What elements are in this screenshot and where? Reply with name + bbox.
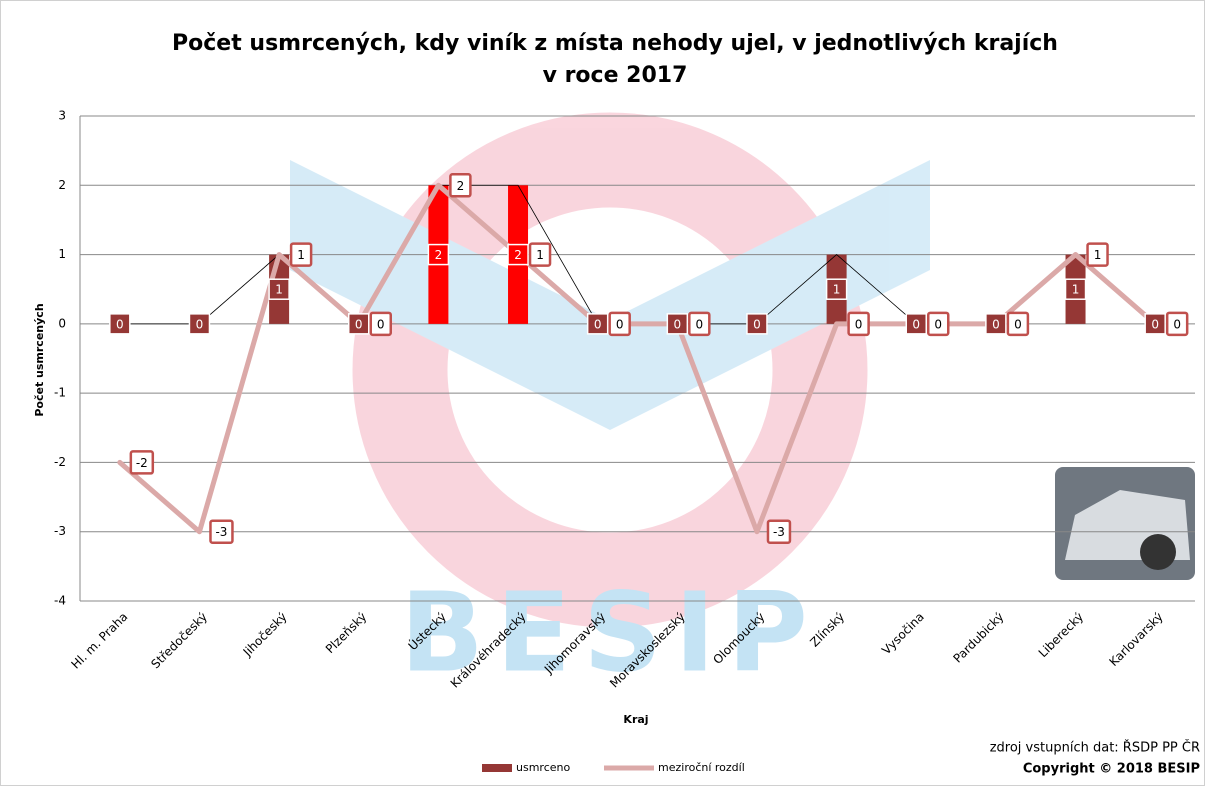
bar-label-box	[188, 313, 211, 335]
line-label-text: 0	[616, 317, 624, 331]
line-label-box	[528, 242, 552, 267]
line-label: 0	[847, 311, 870, 337]
legend-label: meziroční rozdíl	[658, 761, 745, 774]
bar-label-box	[905, 313, 927, 335]
bar-label-box	[507, 243, 529, 266]
line-label-text: 1	[536, 248, 544, 262]
line-label-box	[688, 311, 711, 337]
bar-label: 1	[833, 283, 841, 297]
y-tick-label: 1	[58, 247, 66, 261]
bar-label-box	[985, 313, 1007, 335]
bar-label: 1	[275, 283, 283, 297]
line-label: 0	[927, 311, 950, 337]
bar-label: 0	[196, 317, 204, 331]
bar-label: 0	[594, 317, 602, 331]
y-tick-label: -4	[54, 594, 66, 608]
line-label: -3	[766, 519, 792, 544]
line-label: 2	[449, 173, 472, 198]
line-label-text: 0	[377, 317, 385, 331]
line-label-box	[369, 311, 392, 337]
copyright-note: Copyright © 2018 BESIP	[1023, 762, 1200, 777]
line-label: 1	[1086, 242, 1109, 267]
line-label: 0	[608, 311, 631, 337]
x-axis-label: Kraj	[623, 713, 648, 726]
line-label: 0	[688, 311, 711, 337]
logo-chevron	[290, 160, 930, 430]
line-label-box	[289, 242, 313, 267]
line-label-text: -3	[215, 525, 227, 539]
line-label: -2	[129, 450, 155, 475]
line-label-box	[927, 311, 950, 337]
y-tick-label: 2	[58, 178, 66, 192]
y-axis-label: Počet usmrcených	[33, 303, 46, 416]
line-label-box	[766, 519, 792, 544]
bar-label: 0	[753, 317, 761, 331]
bar-label-box	[1144, 313, 1166, 335]
chart-title: Počet usmrcených, kdy viník z místa neho…	[172, 31, 1058, 56]
line-label-box	[608, 311, 631, 337]
bar-label-box	[109, 313, 131, 335]
chart-title: v roce 2017	[543, 63, 688, 88]
bar-label-box	[348, 313, 370, 335]
line-label-box	[1006, 311, 1030, 337]
line-label-text: 1	[297, 248, 305, 262]
y-tick-label: -3	[54, 524, 66, 538]
bar-label-box	[268, 278, 290, 300]
bar-label: 0	[992, 317, 1000, 331]
line-label-box	[1165, 311, 1189, 337]
line-label: -3	[209, 519, 234, 544]
line-label-text: 0	[934, 317, 942, 331]
bar-label: 2	[514, 248, 522, 262]
y-tick-label: 0	[58, 316, 66, 330]
bar-label: 0	[1151, 317, 1159, 331]
line-label-text: -2	[136, 456, 148, 470]
line-label-box	[449, 173, 472, 198]
line-label-text: 1	[1094, 248, 1102, 262]
source-note: zdroj vstupních dat: ŘSDP PP ČR	[990, 740, 1200, 756]
line-label-text: 0	[696, 317, 704, 331]
photo	[1055, 467, 1195, 580]
line-label: 0	[369, 311, 392, 337]
line-label: 1	[528, 242, 552, 267]
y-tick-label: -2	[54, 455, 66, 469]
line-label-text: -3	[773, 525, 785, 539]
line-label-text: 2	[457, 179, 465, 193]
line-label-text: 0	[855, 317, 863, 331]
bar-label: 2	[435, 248, 443, 262]
line-label: 1	[289, 242, 313, 267]
y-tick-label: 3	[58, 109, 66, 123]
bar-label-box	[586, 313, 609, 335]
bar-label: 1	[1072, 283, 1080, 297]
bar-label: 0	[116, 317, 124, 331]
line-label-box	[847, 311, 870, 337]
bar-label: 0	[355, 317, 363, 331]
bar-label-box	[1064, 278, 1087, 300]
line-label-box	[209, 519, 234, 544]
legend-swatch	[482, 764, 512, 772]
line-label: 0	[1006, 311, 1030, 337]
bar-label-box	[825, 278, 848, 300]
line-label-box	[129, 450, 155, 475]
y-tick-label: -1	[54, 386, 66, 400]
watermark-text: BESIP	[400, 568, 820, 696]
line-label: 0	[1165, 311, 1189, 337]
photo-wheel	[1140, 534, 1176, 570]
line-label-box	[1086, 242, 1109, 267]
bar-label: 0	[912, 317, 920, 331]
bar-label: 0	[674, 317, 682, 331]
bar-label-box	[666, 313, 689, 335]
legend-label: usmrceno	[516, 761, 570, 774]
bar-label-box	[746, 313, 768, 335]
line-label-text: 0	[1173, 317, 1181, 331]
line-label-text: 0	[1014, 317, 1022, 331]
bar-label-box	[427, 243, 450, 266]
